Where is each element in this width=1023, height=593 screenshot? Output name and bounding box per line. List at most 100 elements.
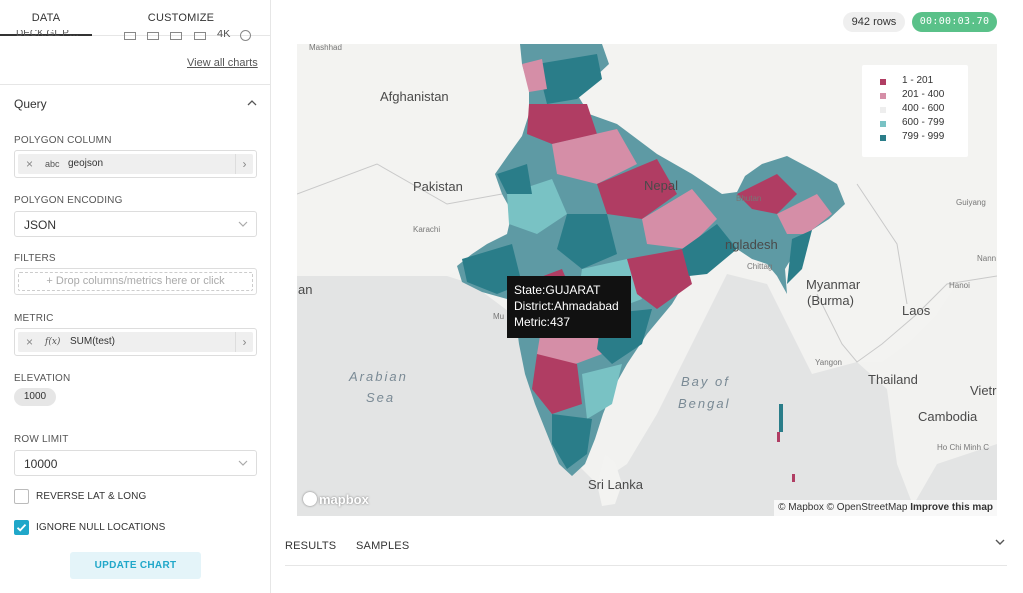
clock-icon[interactable] (240, 30, 251, 41)
map-label-ho-chi-minh: Ho Chi Minh C (937, 443, 990, 452)
reverse-lat-long-checkbox[interactable] (14, 489, 29, 504)
map-label-laos: Laos (902, 303, 931, 318)
map-label-cambodia: Cambodia (918, 409, 978, 424)
map-attribution: © Mapbox © OpenStreetMap Improve this ma… (774, 500, 997, 516)
polygon-column-value: geojson (68, 158, 104, 169)
remove-icon[interactable]: × (26, 157, 34, 171)
map-label-bay-of-bengal: Bay of (681, 374, 730, 389)
legend-swatch (880, 79, 886, 85)
bar-chart-icon[interactable] (147, 32, 159, 40)
map-label-vietnam: Vietr (970, 383, 997, 398)
resolution-4k-label[interactable]: 4K (217, 30, 231, 40)
metric-chip[interactable]: × f(x) SUM(test) › (18, 332, 253, 352)
legend-label: 201 - 400 (902, 89, 945, 100)
map-canvas[interactable]: Mashhad Afghanistan Pakistan Nepal Bhuta… (297, 44, 997, 516)
line-chart-icon[interactable] (124, 32, 136, 40)
map-label-afghanistan: Afghanistan (380, 89, 449, 104)
map-label-burma: (Burma) (807, 293, 854, 308)
ignore-null-locations-label: IGNORE NULL LOCATIONS (36, 522, 166, 533)
map-label-bay-of-bengal-2: Bengal (678, 396, 731, 411)
viz-type-selector[interactable]: DECK.GL P… (16, 30, 79, 39)
metric-value: SUM(test) (70, 336, 115, 347)
tab-results[interactable]: RESULTS (285, 540, 337, 552)
row-limit-label: ROW LIMIT (14, 434, 69, 445)
tooltip-metric: Metric:437 (514, 315, 571, 329)
elevation-label: ELEVATION (14, 373, 71, 384)
map-label-karachi: Karachi (413, 225, 441, 234)
map-label-guiyang: Guiyang (956, 198, 986, 207)
legend-label: 600 - 799 (902, 117, 945, 128)
polygon-encoding-select[interactable]: JSON (14, 211, 257, 237)
legend-label: 799 - 999 (902, 131, 945, 142)
map-label-nepal: Nepal (644, 178, 678, 193)
improve-map-link[interactable]: Improve this map (910, 502, 993, 513)
legend-swatch (880, 107, 886, 113)
checkmark-icon (16, 523, 27, 532)
map-label-arabian-sea: Arabian (349, 369, 408, 384)
viz-type-row: DECK.GL P… 4K (14, 30, 264, 42)
polygon-encoding-label: POLYGON ENCODING (14, 195, 123, 206)
mapbox-logo-icon (303, 492, 317, 506)
map-label-yangon: Yangon (815, 358, 842, 367)
query-section-title: Query (14, 97, 47, 111)
polygon-column-field[interactable]: × abc geojson › (14, 150, 257, 178)
map-label-mashhad: Mashhad (309, 44, 342, 52)
metric-field[interactable]: × f(x) SUM(test) › (14, 328, 257, 356)
chevron-right-icon[interactable]: › (235, 332, 253, 352)
district-polygons[interactable] (462, 54, 832, 469)
elevation-value-pill[interactable]: 1000 (14, 388, 56, 406)
map-label-pakistan: Pakistan (413, 179, 463, 194)
area-chart-icon[interactable] (170, 32, 182, 40)
reverse-lat-long-label: REVERSE LAT & LONG (36, 491, 147, 502)
map-label-iran: an (298, 282, 313, 297)
color-legend: 1 - 201 201 - 400 400 - 600 600 - 799 79… (862, 65, 968, 157)
results-panel-header: RESULTS SAMPLES (285, 528, 1007, 566)
chevron-down-icon[interactable] (994, 536, 1006, 548)
tooltip-state: State:GUJARAT (514, 283, 601, 297)
row-limit-select[interactable]: 10000 (14, 450, 257, 476)
polygon-encoding-value: JSON (24, 218, 57, 232)
map-label-arabian-sea-2: Sea (366, 390, 396, 405)
map-label-mumbai: Mu (493, 312, 505, 321)
query-timer-badge: 00:00:03.70 (912, 12, 997, 32)
filters-label: FILTERS (14, 253, 56, 264)
map-label-nanning: Nann (977, 254, 997, 263)
view-all-charts-link[interactable]: View all charts (187, 57, 258, 69)
update-chart-button[interactable]: UPDATE CHART (70, 552, 201, 579)
map-label-bhutan: Bhutan (736, 194, 762, 203)
filters-placeholder[interactable]: + Drop columns/metrics here or click (18, 272, 253, 291)
map-label-myanmar: Myanmar (806, 277, 861, 292)
mapbox-logo[interactable]: mapbox (303, 492, 369, 510)
string-type-icon: abc (45, 159, 60, 169)
basemap (297, 44, 997, 516)
control-panel: DATA CUSTOMIZE DECK.GL P… 4K View all ch… (0, 0, 271, 593)
map-label-chittagong: Chittag (747, 262, 773, 271)
chevron-right-icon[interactable]: › (235, 154, 253, 174)
legend-swatch (880, 121, 886, 127)
function-icon: f(x) (45, 337, 61, 347)
chevron-down-icon (238, 221, 248, 227)
tab-data[interactable]: DATA (0, 0, 92, 36)
tab-customize[interactable]: CUSTOMIZE (147, 12, 215, 24)
query-section-header[interactable]: Query (0, 84, 271, 124)
tab-samples[interactable]: SAMPLES (356, 540, 410, 552)
chevron-down-icon (238, 460, 248, 466)
remove-icon[interactable]: × (26, 335, 34, 349)
map-label-bangladesh: ngladesh (725, 237, 778, 252)
legend-swatch (880, 93, 886, 99)
row-count-badge: 942 rows (843, 12, 905, 32)
polygon-column-chip[interactable]: × abc geojson › (18, 154, 253, 174)
ignore-null-locations-checkbox[interactable] (14, 520, 29, 535)
mapbox-logo-text: mapbox (319, 492, 369, 507)
filters-dropzone[interactable]: + Drop columns/metrics here or click (14, 268, 257, 295)
legend-label: 400 - 600 (902, 103, 945, 114)
attribution-text[interactable]: © Mapbox © OpenStreetMap (778, 502, 908, 513)
map-label-hanoi: Hanoi (949, 281, 970, 290)
table-chart-icon[interactable] (194, 32, 206, 40)
tooltip-district: District:Ahmadabad (514, 299, 619, 313)
row-limit-value: 10000 (24, 457, 58, 471)
map-label-sri-lanka: Sri Lanka (588, 477, 643, 492)
legend-label: 1 - 201 (902, 75, 934, 86)
chevron-up-icon[interactable] (246, 97, 258, 109)
legend-swatch (880, 135, 886, 141)
